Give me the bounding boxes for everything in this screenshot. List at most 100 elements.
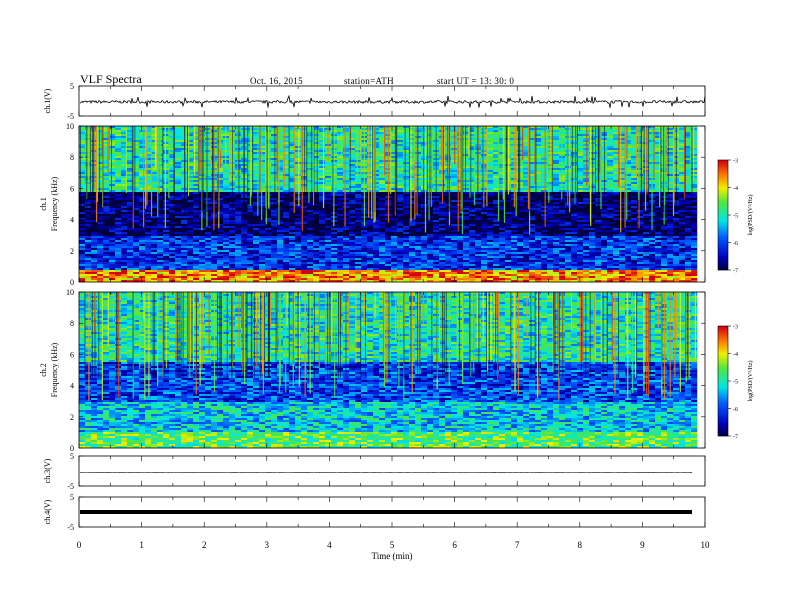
spectrogram-cell: [283, 130, 290, 133]
spectrogram-cell: [103, 176, 110, 179]
spectrogram-cell: [79, 208, 86, 211]
spectrogram-cell: [205, 184, 212, 187]
spectrogram-cell: [637, 210, 644, 213]
spectrogram-cell: [535, 162, 542, 165]
spectrogram-cell: [487, 144, 494, 147]
spectrogram-cell: [343, 174, 350, 177]
spectrogram-cell: [79, 178, 86, 181]
spectrogram-cell: [325, 174, 332, 177]
spectrogram-cell: [571, 138, 578, 141]
spectrogram-cell: [541, 154, 548, 157]
spectrogram-cell: [115, 216, 122, 219]
spectrogram-cell: [637, 146, 644, 149]
spectrogram-cell: [529, 164, 536, 167]
spectrogram-cell: [607, 148, 614, 151]
spectrogram-cell: [133, 184, 140, 187]
spectrogram-cell: [241, 216, 248, 219]
spectrogram-cell: [541, 220, 548, 223]
spectrogram-cell: [97, 220, 104, 223]
spectrogram-cell: [685, 194, 692, 197]
spectrogram-cell: [409, 152, 416, 155]
spectrogram-cell: [439, 206, 446, 209]
spectrogram-cell: [343, 196, 350, 199]
spectrogram-cell: [451, 182, 458, 185]
spectrogram-cell: [463, 146, 470, 149]
spectrogram-cell: [289, 218, 296, 221]
spectrogram-cell: [541, 216, 548, 219]
spectrogram-cell: [535, 168, 542, 171]
spectrogram-cell: [319, 156, 326, 159]
spectrogram-cell: [79, 220, 86, 223]
spectrogram-cell: [691, 218, 698, 221]
spectrogram-cell: [535, 164, 542, 167]
spectrogram-cell: [277, 166, 284, 169]
spectrogram-cell: [463, 176, 470, 179]
spectrogram-cell: [469, 166, 476, 169]
spectrogram-cell: [547, 218, 554, 221]
spectrogram-cell: [175, 130, 182, 133]
spectrogram-cell: [685, 206, 692, 209]
spectrogram-cell: [613, 168, 620, 171]
spectrogram-cell: [175, 188, 182, 191]
spectrogram-cell: [283, 132, 290, 135]
spectrogram-cell: [613, 198, 620, 201]
spectrogram-cell: [487, 174, 494, 177]
spectrogram-cell: [529, 148, 536, 151]
spectrogram-cell: [619, 212, 626, 215]
spectrogram-cell: [169, 166, 176, 169]
spectrogram-cell: [277, 194, 284, 197]
spectrogram-cell: [139, 180, 146, 183]
spectrogram-cell: [529, 144, 536, 147]
spectrogram-cell: [163, 170, 170, 173]
spectrogram-cell: [685, 156, 692, 159]
spectrogram-cell: [127, 138, 134, 141]
spectrogram-cell: [193, 214, 200, 217]
spectrogram-cell: [607, 164, 614, 167]
spectrogram-cell: [295, 172, 302, 175]
spectrogram-cell: [637, 202, 644, 205]
spectrogram-cell: [631, 156, 638, 159]
spectrogram-cell: [283, 160, 290, 163]
spectrogram-cell: [457, 172, 464, 175]
spectrogram-cell: [343, 162, 350, 165]
spectrogram-cell: [187, 220, 194, 223]
spectrogram-cell: [289, 142, 296, 145]
spectrogram-cell: [409, 130, 416, 133]
spectrogram-cell: [355, 186, 362, 189]
spectrogram-cell: [529, 154, 536, 157]
spectrogram-cell: [445, 218, 452, 221]
spectrogram-cell: [97, 168, 104, 171]
spectrogram-cell: [121, 126, 128, 129]
spectrogram-cell: [277, 180, 284, 183]
spectrogram-cell: [397, 134, 404, 137]
spectrogram-cell: [271, 164, 278, 167]
spectrogram-cell: [451, 154, 458, 157]
spectrogram-cell: [655, 210, 662, 213]
spectrogram-cell: [295, 148, 302, 151]
spectrogram-cell: [619, 182, 626, 185]
spectrogram-cell: [139, 164, 146, 167]
spectrogram-cell: [163, 214, 170, 217]
spectrogram-cell: [619, 206, 626, 209]
spectrogram-cell: [691, 214, 698, 217]
spectrogram-cell: [499, 162, 506, 165]
spectrogram-cell: [607, 134, 614, 137]
spectrogram-cell: [337, 210, 344, 213]
spectrogram-cell: [115, 210, 122, 213]
spectrogram-cell: [685, 134, 692, 137]
spectrogram-cell: [295, 160, 302, 163]
spectrogram-cell: [367, 160, 374, 163]
spectrogram-cell: [379, 214, 386, 217]
spectrogram-cell: [115, 214, 122, 217]
spectrogram-cell: [271, 126, 278, 129]
spectrogram-cell: [175, 186, 182, 189]
spectrogram-cell: [403, 168, 410, 171]
spectrogram-cell: [415, 220, 422, 223]
spectrogram-cell: [175, 168, 182, 171]
spectrogram-cell: [301, 158, 308, 161]
spectrogram-cell: [133, 216, 140, 219]
spectrogram-cell: [235, 186, 242, 189]
spectrogram-cell: [109, 126, 116, 129]
spectrogram-cell: [205, 206, 212, 209]
spectrogram-cell: [283, 128, 290, 131]
